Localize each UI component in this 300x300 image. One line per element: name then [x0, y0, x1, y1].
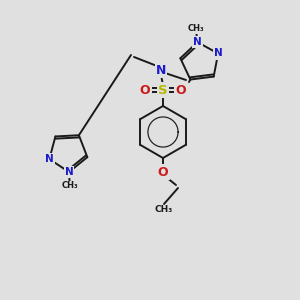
Text: N: N — [156, 64, 166, 76]
Text: N: N — [65, 167, 74, 177]
Text: O: O — [140, 83, 150, 97]
Text: O: O — [158, 166, 168, 178]
Text: N: N — [214, 49, 223, 58]
Text: CH₃: CH₃ — [188, 24, 204, 33]
Text: CH₃: CH₃ — [155, 206, 173, 214]
Text: N: N — [193, 37, 202, 47]
Text: S: S — [158, 83, 168, 97]
Text: O: O — [176, 83, 186, 97]
Text: N: N — [45, 154, 54, 164]
Text: CH₃: CH₃ — [61, 182, 78, 190]
